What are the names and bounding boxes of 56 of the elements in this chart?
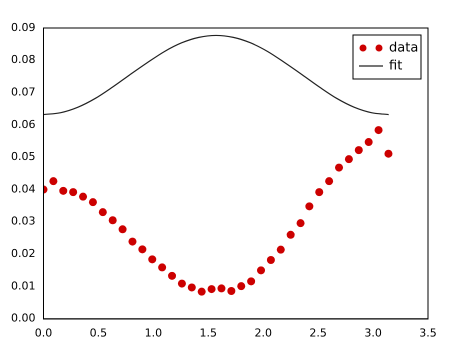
y-tick-label: 0.07 [10,85,36,98]
point [227,287,236,296]
x-tick-label: 0.0 [34,326,52,340]
point [178,280,186,288]
point [276,246,285,254]
y-tick-label: 0.04 [10,182,36,196]
point [108,216,117,224]
x-tick-label: 3.0 [364,326,382,340]
point [237,282,246,290]
point [208,285,216,294]
y-tick-label: 0.05 [10,150,36,164]
y-tick-label: 0.02 [10,247,36,260]
point [69,188,78,196]
point [148,255,156,264]
x-tick-label: 1.0 [144,326,162,340]
x-tick-label: 2.0 [254,326,272,340]
point [374,126,383,134]
point [364,138,373,146]
y-tick-label: 0.01 [10,279,36,292]
point [296,219,305,228]
point [49,177,58,186]
point [98,208,107,216]
point [266,256,275,264]
point [315,188,324,196]
point [198,288,206,296]
point [335,164,344,172]
point [384,150,392,158]
line-series [43,34,390,116]
legend-label: fit [389,58,402,74]
y-tick-label: 0.06 [10,118,36,131]
y-tick-label: 0.03 [10,214,36,228]
x-tick-label: 2.5 [309,326,327,340]
x-tick-label: 3.5 [419,326,437,340]
point [354,146,363,154]
point [138,245,146,254]
point [79,192,88,201]
point [344,155,353,164]
point [305,202,314,210]
point [217,284,226,292]
y-tick-label: 0.00 [10,312,36,325]
x-tick-label: 1.5 [200,326,218,340]
legend-label: data [389,40,418,56]
y-tick-label: 0.08 [10,53,36,66]
point [128,238,136,246]
point [118,225,127,234]
point [257,266,266,274]
y-tick-label: 0.09 [10,20,36,34]
point [188,283,196,292]
point [158,263,166,272]
x-tick-label: 0.5 [90,326,108,340]
point [325,177,334,186]
point [286,230,295,239]
point [88,198,97,206]
point [247,277,256,286]
point [168,272,176,280]
point [59,186,68,195]
